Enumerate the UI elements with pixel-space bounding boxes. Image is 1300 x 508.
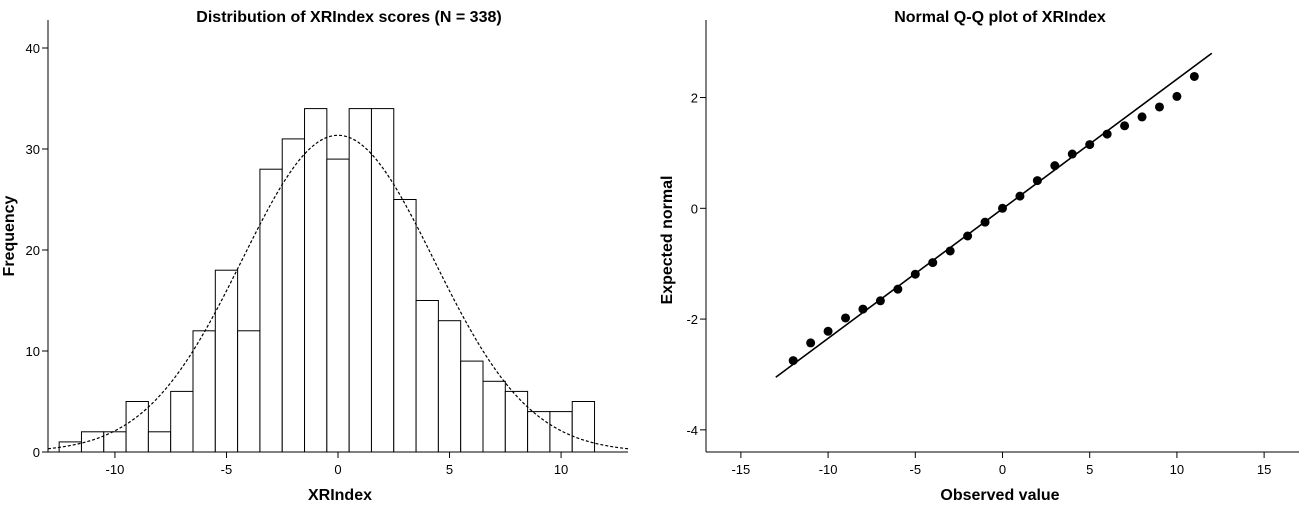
qq-point xyxy=(823,326,833,336)
qq-point xyxy=(1120,121,1130,131)
histogram-bar xyxy=(214,269,239,453)
histogram-y-axis-label: Frequency xyxy=(1,195,18,276)
histogram-bar xyxy=(147,431,172,453)
qq-y-ticks: -4 -2 0 2 xyxy=(686,91,706,438)
qq-point xyxy=(1050,161,1060,171)
qq-point xyxy=(1154,102,1164,112)
qq-point xyxy=(998,203,1007,213)
histogram-x-tick-label: 0 xyxy=(334,462,341,477)
qq-x-tick-label: 0 xyxy=(999,462,1006,477)
qq-x-tick-label: 5 xyxy=(1086,462,1093,477)
qq-point xyxy=(928,258,938,268)
histogram-y-tick-label: 20 xyxy=(26,243,40,258)
qq-point xyxy=(1102,129,1112,139)
histogram-bar xyxy=(125,401,149,453)
histogram-bar xyxy=(259,168,283,453)
histogram-bar xyxy=(437,320,462,453)
histogram-bar xyxy=(170,390,194,453)
normal-curve-overlay xyxy=(47,134,629,450)
qq-y-tick-label: -2 xyxy=(686,312,698,327)
qq-point xyxy=(945,246,955,256)
histogram-bar xyxy=(326,158,350,453)
qq-point xyxy=(1172,91,1182,101)
qq-points xyxy=(788,71,1199,366)
qq-y-tick-label: 2 xyxy=(691,91,698,106)
qq-point xyxy=(910,269,920,279)
histogram-bar xyxy=(482,380,506,453)
qq-point xyxy=(1189,71,1199,81)
qq-y-tick-label: -4 xyxy=(686,423,698,438)
qq-x-tick-label: -10 xyxy=(819,462,838,477)
qq-point xyxy=(788,356,798,366)
histogram-x-axis-label: XRIndex xyxy=(308,487,372,504)
histogram-bar xyxy=(571,401,596,453)
histogram-bar xyxy=(460,360,484,453)
qq-plot-panel: Normal Q-Q plot of XRIndex -4 -2 0 2 -15 -10… xyxy=(659,9,1299,504)
qq-y-axis-label: Expected normal xyxy=(659,176,676,305)
histogram-bars xyxy=(58,108,596,453)
qq-point xyxy=(1032,176,1042,186)
qq-point xyxy=(858,304,868,314)
qq-x-tick-label: 15 xyxy=(1257,462,1271,477)
histogram-bar xyxy=(527,411,551,453)
qq-x-ticks: -15 -10 -5 0 5 10 15 xyxy=(731,452,1271,477)
qq-point xyxy=(841,313,851,323)
histogram-y-tick-label: 10 xyxy=(26,344,40,359)
histogram-x-tick-label: 5 xyxy=(446,462,453,477)
qq-reference-line xyxy=(775,52,1213,378)
histogram-bar xyxy=(237,330,261,453)
qq-x-axis-label: Observed value xyxy=(940,487,1059,504)
qq-point xyxy=(1137,112,1147,122)
histogram-x-tick-label: 10 xyxy=(554,462,568,477)
qq-point xyxy=(1085,140,1095,150)
qq-x-tick-label: -15 xyxy=(731,462,750,477)
histogram-bar xyxy=(304,108,328,453)
histogram-bar xyxy=(348,108,372,453)
qq-x-tick-label: 10 xyxy=(1170,462,1184,477)
qq-point xyxy=(893,284,903,294)
qq-plot-title: Normal Q-Q plot of XRIndex xyxy=(894,9,1106,26)
histogram-x-ticks: -10 -5 0 5 10 xyxy=(106,452,568,477)
histogram-y-tick-label: 30 xyxy=(26,142,40,157)
histogram-bar xyxy=(415,300,439,453)
qq-y-tick-label: 0 xyxy=(691,201,698,216)
histogram-y-tick-label: 0 xyxy=(33,445,40,460)
histogram-y-tick-label: 40 xyxy=(26,41,40,56)
qq-point xyxy=(875,296,885,306)
histogram-bar xyxy=(281,138,306,453)
histogram-bar xyxy=(370,108,395,453)
qq-x-tick-label: -5 xyxy=(910,462,922,477)
histogram-x-tick-label: -10 xyxy=(106,462,125,477)
qq-point xyxy=(963,231,973,241)
histogram-title: Distribution of XRIndex scores (N = 338) xyxy=(196,9,501,26)
histogram-bar xyxy=(393,199,417,453)
histogram-bar xyxy=(504,390,529,453)
histogram-y-ticks: 0 10 20 30 40 xyxy=(26,41,48,460)
qq-point xyxy=(1067,149,1077,159)
qq-point xyxy=(1015,191,1025,201)
histogram-bar xyxy=(192,330,216,453)
histogram-panel: Distribution of XRIndex scores (N = 338)… xyxy=(1,9,629,504)
histogram-bar xyxy=(549,411,573,453)
qq-point xyxy=(980,217,990,227)
qq-point xyxy=(806,338,816,348)
histogram-x-tick-label: -5 xyxy=(221,462,233,477)
